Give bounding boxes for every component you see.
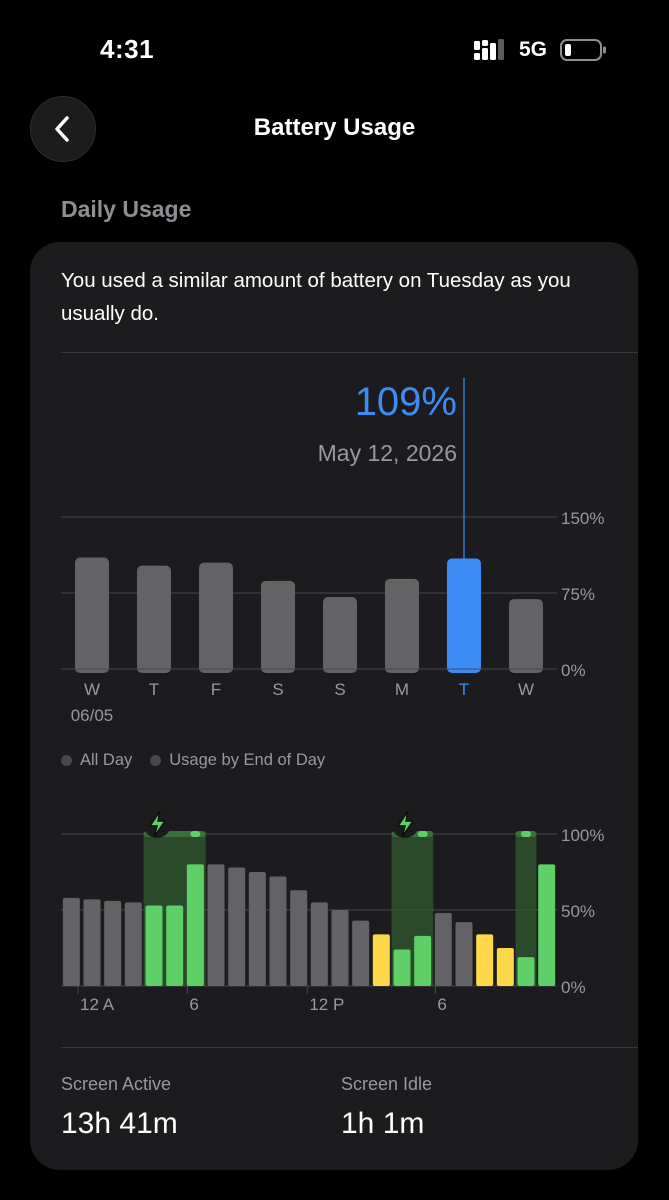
x-tick-label: T (459, 680, 469, 699)
legend-label-all-day: All Day (80, 751, 133, 769)
bar (509, 599, 543, 673)
legend-label-usage-eod: Usage by End of Day (169, 751, 326, 769)
screen-idle-label: Screen Idle (341, 1074, 433, 1094)
legend-item-usage-eod[interactable]: Usage by End of Day (150, 751, 325, 770)
x-tick-label: F (211, 680, 221, 699)
hour-bar (538, 864, 556, 986)
hour-bar (372, 934, 390, 986)
hour-bar (166, 905, 184, 986)
hour-bar (476, 934, 494, 986)
y-tick-label: 150% (561, 509, 604, 528)
y-tick-label: 75% (561, 585, 595, 604)
back-button[interactable] (30, 96, 96, 162)
bar (199, 562, 233, 673)
battery-icon (560, 39, 606, 61)
hour-bar (124, 902, 142, 986)
legend-dot (61, 755, 72, 766)
x-tick-label: 12 P (309, 995, 344, 1014)
screen-active-label: Screen Active (61, 1074, 172, 1094)
bar (75, 557, 109, 673)
hour-bar (496, 948, 514, 986)
chevron-left-icon (55, 116, 69, 142)
hour-bar (228, 867, 246, 986)
lightning-bolt-icon (396, 810, 415, 838)
hour-bar (455, 922, 473, 986)
divider (61, 1047, 638, 1048)
screen-active-value: 13h 41m (61, 1107, 178, 1140)
hourly-usage-chart: 100% 50% 0% 12 A 6 12 P 6 (61, 810, 604, 1014)
cellular-signal-icon (474, 39, 504, 60)
hour-bar (207, 864, 225, 986)
bar (137, 565, 171, 673)
charging-end-marker (417, 831, 428, 837)
hour-bar (434, 913, 452, 986)
bar (323, 597, 357, 673)
network-type: 5G (519, 38, 548, 61)
hour-bar (248, 872, 266, 986)
bar (385, 578, 419, 673)
x-tick-label: W (518, 680, 534, 699)
hour-bar (269, 876, 287, 986)
hour-bar (393, 949, 411, 986)
x-tick-label: W (84, 680, 100, 699)
x-tick-label: 6 (189, 995, 198, 1014)
status-bar: 4:31 5G (0, 0, 669, 100)
hour-bar (414, 935, 432, 986)
charging-period-shade (515, 834, 537, 986)
screen-idle-value: 1h 1m (341, 1107, 425, 1140)
usage-summary-text: You used a similar amount of battery on … (61, 269, 571, 325)
hour-bar (310, 902, 328, 986)
hour-bar (331, 910, 349, 986)
hour-bar (83, 899, 101, 986)
hour-bar (517, 957, 535, 986)
x-tick-label: 12 A (80, 995, 115, 1014)
y-tick-label: 100% (561, 826, 604, 845)
legend-dot (150, 755, 162, 766)
x-tick-label: M (395, 680, 409, 699)
hour-bar (352, 920, 370, 986)
hour-bar (62, 897, 80, 986)
x-tick-label: 6 (437, 995, 446, 1014)
charging-end-marker (521, 831, 531, 837)
divider (61, 352, 638, 353)
hour-bar (186, 864, 204, 986)
status-time: 4:31 (100, 34, 155, 64)
daily-usage-chart: 150% 75% 0% W T F S S M T W 06/05 (61, 378, 604, 725)
y-tick-label: 50% (561, 902, 595, 921)
x-sub-label: 06/05 (71, 706, 114, 725)
hour-bar (145, 905, 163, 986)
section-title-daily-usage: Daily Usage (61, 196, 192, 222)
x-tick-label: T (149, 680, 159, 699)
x-tick-label: S (334, 680, 345, 699)
y-tick-label: 0% (561, 661, 586, 680)
legend-item-all-day[interactable]: All Day (61, 751, 132, 770)
bar (261, 580, 295, 673)
selected-day-date: May 12, 2026 (317, 440, 457, 466)
hour-bar (290, 890, 308, 986)
page-title: Battery Usage (253, 114, 416, 141)
hour-bar (104, 900, 122, 986)
selected-day-value: 109% (354, 380, 457, 424)
bar-selected (447, 558, 481, 673)
daily-usage-card: You used a similar amount of battery on … (30, 242, 638, 1170)
x-tick-label: S (272, 680, 283, 699)
charging-end-marker (190, 831, 201, 837)
y-tick-label: 0% (561, 978, 586, 997)
chart-legend: All Day Usage by End of Day (61, 751, 343, 770)
lightning-bolt-icon (148, 810, 167, 838)
